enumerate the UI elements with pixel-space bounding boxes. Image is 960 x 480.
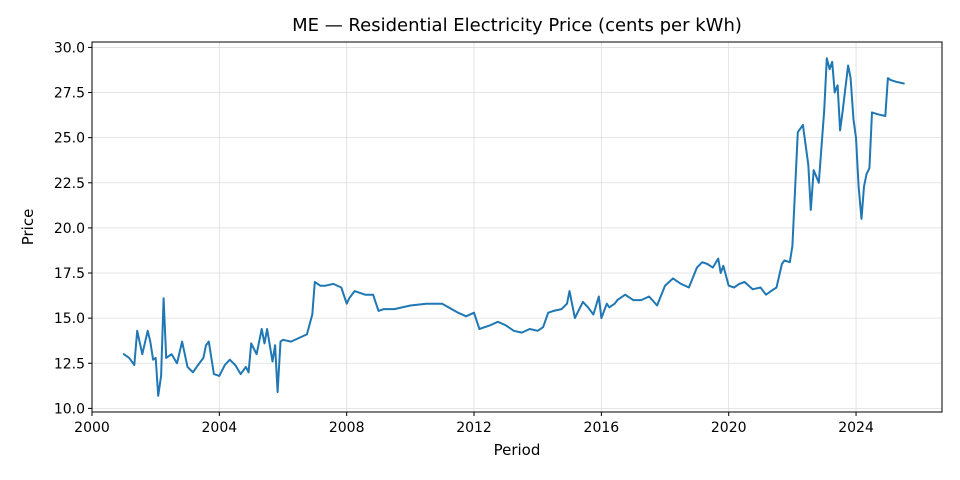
x-tick-label: 2012 xyxy=(456,420,492,436)
chart-title: ME — Residential Electricity Price (cent… xyxy=(292,15,742,36)
y-tick-label: 17.5 xyxy=(54,266,85,282)
y-tick-label: 15.0 xyxy=(54,311,85,327)
x-tick-label: 2004 xyxy=(202,420,238,436)
y-axis-label: Price xyxy=(19,209,37,246)
y-tick-label: 10.0 xyxy=(54,401,85,417)
x-tick-label: 2000 xyxy=(74,420,110,436)
y-tick-label: 12.5 xyxy=(54,356,85,372)
y-tick-label: 22.5 xyxy=(54,176,85,192)
x-tick-label: 2008 xyxy=(329,420,365,436)
y-axis: 10.0 12.5 15.0 17.5 20.0 22.5 25.0 27.5 30.0 xyxy=(54,40,92,417)
x-tick-label: 2016 xyxy=(584,420,620,436)
y-tick-label: 27.5 xyxy=(54,86,85,102)
x-axis: 2000 2004 2008 2012 2016 2020 2024 xyxy=(74,412,874,436)
y-tick-label: 25.0 xyxy=(54,131,85,147)
x-tick-label: 2020 xyxy=(711,420,747,436)
x-tick-label: 2024 xyxy=(838,420,874,436)
y-tick-label: 30.0 xyxy=(54,40,85,56)
series-line xyxy=(122,57,905,397)
y-tick-label: 20.0 xyxy=(54,221,85,237)
x-axis-label: Period xyxy=(494,441,541,459)
plot-area-frame xyxy=(91,41,943,413)
